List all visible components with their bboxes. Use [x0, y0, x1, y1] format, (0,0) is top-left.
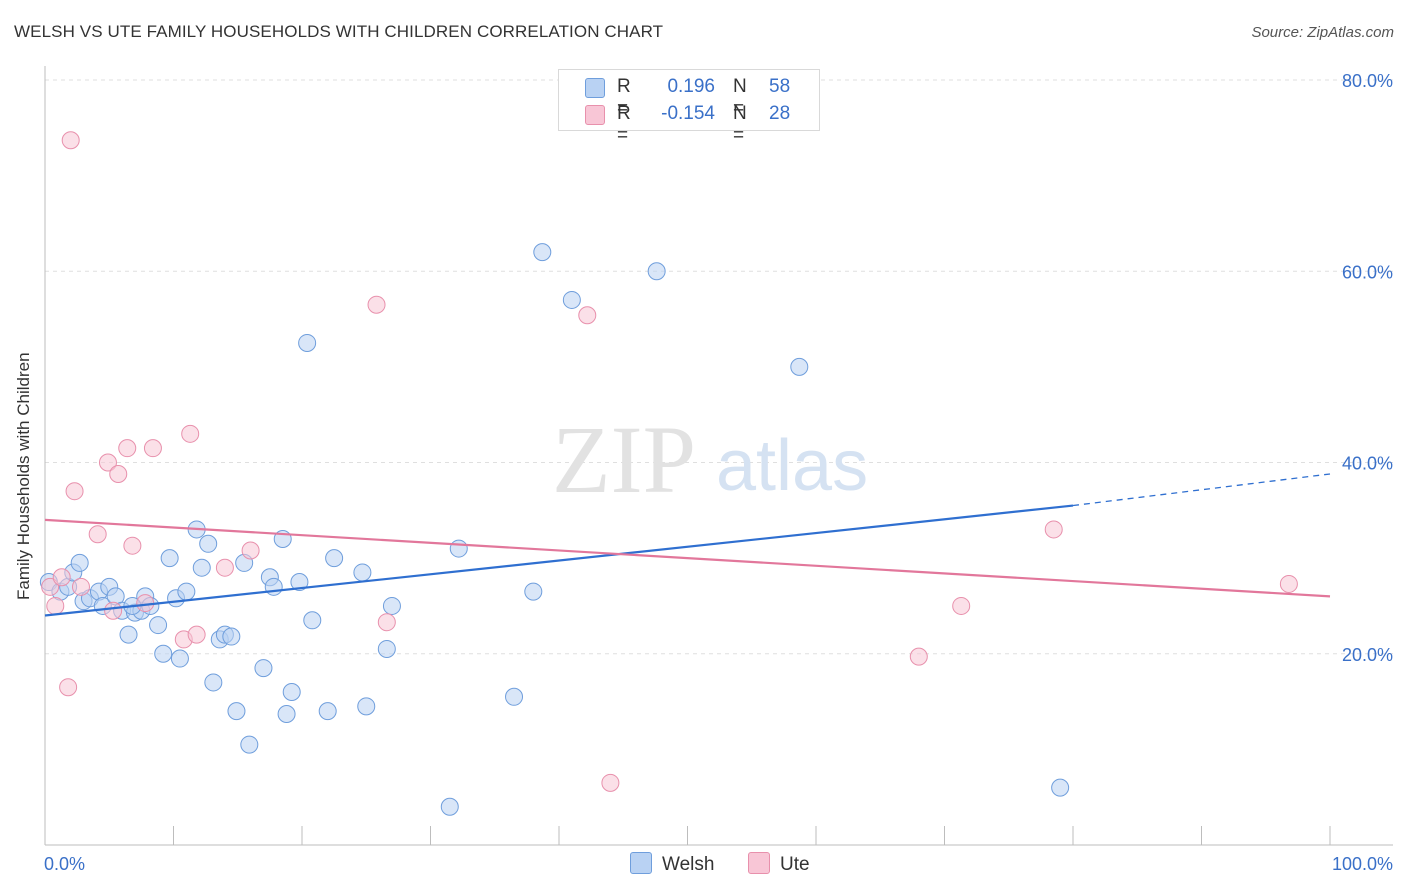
ute-r-label: R =: [617, 103, 631, 146]
welsh-trend-extension: [1072, 473, 1331, 507]
welsh-point: [357, 697, 376, 716]
grid-lines: [45, 79, 1393, 655]
watermark-atlas: atlas: [716, 426, 868, 506]
tick-labels: 20.0% 40.0% 60.0% 80.0% 0.0% 100.0%: [44, 71, 1393, 874]
ute-point: [601, 773, 620, 792]
welsh-point: [70, 553, 89, 572]
welsh-point: [298, 333, 317, 352]
welsh-point: [192, 558, 211, 577]
ute-point: [952, 596, 971, 615]
welsh-point: [277, 704, 296, 723]
data-points: [39, 131, 1298, 816]
ute-point: [52, 568, 71, 587]
ute-n-value: 28: [769, 103, 791, 124]
welsh-point: [377, 639, 396, 658]
ute-point: [215, 558, 234, 577]
welsh-point: [222, 627, 241, 646]
ute-point: [181, 424, 200, 443]
correlation-legend: R = 0.196 N = 58 R = -0.154 N = 28: [558, 69, 820, 146]
ute-point: [187, 625, 206, 644]
ute-point: [65, 482, 84, 501]
welsh-point: [505, 687, 524, 706]
ute-swatch: [585, 105, 605, 125]
welsh-point: [562, 290, 581, 309]
ute-point: [1279, 574, 1298, 593]
ute-point: [123, 536, 142, 555]
ute-point: [1044, 520, 1063, 539]
y-axis-label: Family Households with Children: [14, 352, 33, 600]
welsh-point: [149, 616, 168, 635]
welsh-point: [790, 357, 809, 376]
ute-point: [118, 439, 137, 458]
welsh-point: [440, 797, 459, 816]
welsh-point: [325, 549, 344, 568]
ute-point: [59, 678, 78, 697]
welsh-point: [254, 659, 273, 678]
ute-point: [88, 525, 107, 544]
welsh-n-label: N =: [733, 76, 747, 119]
welsh-point: [204, 673, 223, 692]
ute-point: [377, 613, 396, 632]
ute-point: [41, 577, 60, 596]
welsh-point: [318, 702, 337, 721]
welsh-point: [160, 549, 179, 568]
welsh-point: [533, 243, 552, 262]
ute-r-value: -0.154: [661, 103, 715, 124]
welsh-point: [199, 534, 218, 553]
source-label: Source: ZipAtlas.com: [1251, 24, 1394, 41]
ute-point: [98, 453, 117, 472]
welsh-point: [647, 262, 666, 281]
ute-point: [61, 131, 80, 150]
welsh-point: [119, 625, 138, 644]
bottom-welsh-label: Welsh: [662, 854, 715, 875]
ute-point: [367, 295, 386, 314]
welsh-point: [154, 644, 173, 663]
welsh-point: [227, 702, 246, 721]
bottom-ute-label: Ute: [780, 854, 810, 875]
welsh-point: [449, 539, 468, 558]
ute-n-label: N =: [733, 103, 747, 146]
welsh-point: [1051, 778, 1070, 797]
trend-lines: [44, 473, 1331, 617]
welsh-trend-line: [44, 504, 1074, 617]
watermark-zip: ZIP: [552, 406, 696, 513]
y-tick-label: 60.0%: [1342, 262, 1393, 282]
y-tick-label: 80.0%: [1342, 71, 1393, 91]
welsh-swatch: [585, 78, 605, 98]
x-tick-label-min: 0.0%: [44, 854, 85, 874]
ute-point: [104, 601, 123, 620]
welsh-n-value: 58: [769, 76, 791, 97]
ute-point: [578, 306, 597, 325]
watermark: ZIP atlas: [552, 406, 868, 513]
ute-point: [71, 577, 90, 596]
welsh-point: [170, 649, 189, 668]
bottom-legend-welsh: Welsh: [630, 852, 714, 876]
welsh-point: [524, 582, 543, 601]
welsh-r-label: R =: [617, 76, 631, 119]
welsh-point: [353, 563, 372, 582]
welsh-point: [177, 582, 196, 601]
ute-point: [909, 647, 928, 666]
bottom-ute-swatch: [748, 852, 770, 874]
welsh-r-value: 0.196: [667, 76, 715, 97]
bottom-welsh-swatch: [630, 852, 652, 874]
y-tick-label: 20.0%: [1342, 645, 1393, 665]
x-tick-label-max: 100.0%: [1332, 854, 1393, 874]
ute-point: [241, 541, 260, 560]
ute-point: [143, 439, 162, 458]
chart-title: WELSH VS UTE FAMILY HOUSEHOLDS WITH CHIL…: [14, 22, 664, 41]
bottom-legend-ute: Ute: [748, 852, 810, 876]
ute-point: [109, 464, 128, 483]
ute-trend-line: [44, 518, 1331, 598]
axes: [44, 66, 1393, 846]
welsh-point: [382, 596, 401, 615]
y-tick-label: 40.0%: [1342, 454, 1393, 474]
welsh-point: [290, 573, 309, 592]
welsh-point: [303, 611, 322, 630]
ute-point: [46, 596, 65, 615]
welsh-point: [282, 683, 301, 701]
welsh-point: [240, 735, 259, 754]
